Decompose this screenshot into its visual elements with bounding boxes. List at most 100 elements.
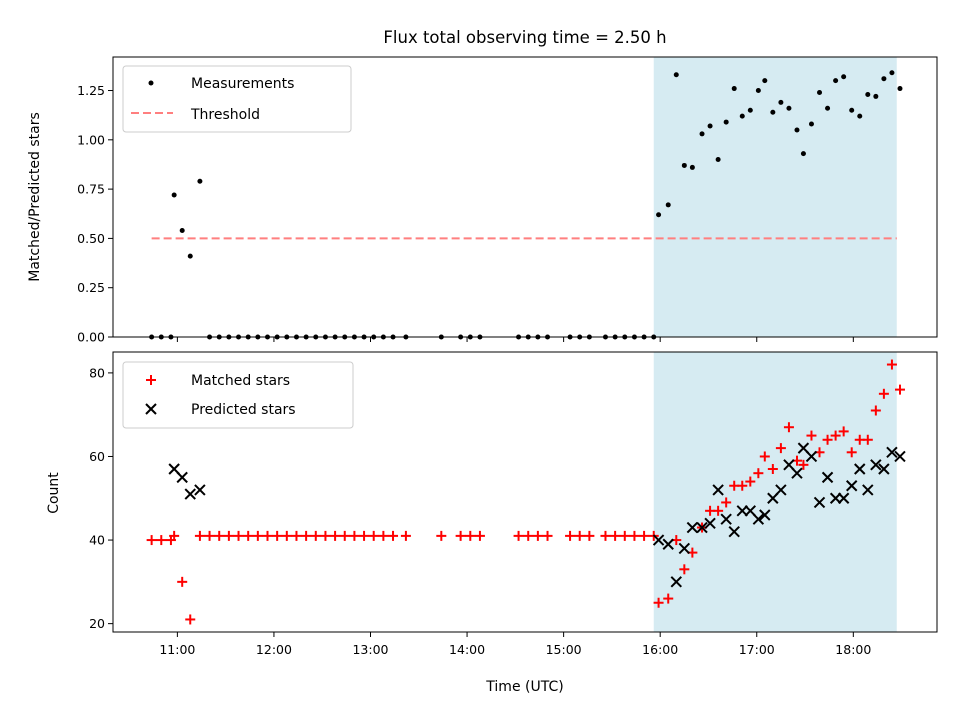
matched-star-point xyxy=(663,593,674,604)
measurement-point xyxy=(800,151,806,157)
predicted-star-b xyxy=(821,471,834,484)
matched-star-point xyxy=(243,530,254,541)
predicted-star-point xyxy=(670,576,682,588)
predicted-star-b xyxy=(662,538,674,550)
measurement-point xyxy=(762,78,768,84)
matched-star-point xyxy=(574,530,585,541)
matched-star-point xyxy=(629,530,640,541)
predicted-star-point xyxy=(686,521,699,534)
measurement-point xyxy=(699,131,705,137)
measurement-point xyxy=(778,99,784,105)
predicted-star-point xyxy=(775,484,787,496)
matched-star-point xyxy=(233,530,244,541)
matched-star-point xyxy=(388,530,399,541)
matched-star-point xyxy=(310,530,321,541)
measurement-point xyxy=(857,113,863,119)
matched-star-point xyxy=(894,384,905,395)
predicted-star-point xyxy=(720,513,732,525)
matched-star-point xyxy=(262,530,273,541)
predicted-stars-points xyxy=(168,442,906,588)
predicted-star-b xyxy=(176,471,188,484)
matched-star-point xyxy=(753,468,764,479)
measurement-point xyxy=(817,89,823,95)
measurement-point xyxy=(755,88,761,94)
matched-star-point xyxy=(870,405,881,416)
matched-star-point xyxy=(368,530,379,541)
count-legend-box xyxy=(122,361,354,429)
measurement-point xyxy=(197,178,203,184)
matched-star-point xyxy=(878,388,889,399)
matched-star-point xyxy=(745,476,756,487)
predicted-star-point xyxy=(194,484,206,496)
measurement-point xyxy=(739,113,745,119)
matched-star-point xyxy=(584,530,595,541)
count-legend: Matched stars Predicted stars xyxy=(122,361,354,429)
predicted-star-point xyxy=(894,450,906,463)
count-x-ticks: 11:00 12:00 13:00 14:00 15:00 16:00 17:00 18:00 xyxy=(159,632,871,657)
measurement-point xyxy=(656,212,662,218)
matched-star-point xyxy=(610,530,621,541)
predicted-star-point xyxy=(791,467,803,479)
x-tick-label: 15:00 xyxy=(546,642,582,657)
matched-star-point xyxy=(721,497,732,508)
legend-predicted-marker xyxy=(145,403,157,415)
predicted-star-b xyxy=(813,496,826,509)
ratio-panel: 0.00 0.25 0.50 0.75 1.00 1.25 Flux total obse… xyxy=(27,28,938,345)
measurement-point xyxy=(865,91,871,97)
matched-star-point xyxy=(400,530,411,541)
legend-threshold-label: Threshold xyxy=(190,107,260,123)
x-tick-label: 11:00 xyxy=(159,642,195,657)
predicted-star-b xyxy=(886,446,898,459)
count-panel-shaded-span xyxy=(653,352,897,632)
y-tick-label: 0.00 xyxy=(77,330,105,345)
x-tick-label: 16:00 xyxy=(642,642,678,657)
measurement-point xyxy=(833,78,839,84)
matched-star-point xyxy=(339,530,350,541)
measurement-point xyxy=(681,162,687,168)
matched-star-point xyxy=(822,434,833,445)
predicted-star-point xyxy=(813,496,826,509)
matched-star-point xyxy=(532,530,543,541)
matched-star-point xyxy=(194,530,205,541)
matched-star-point xyxy=(204,530,215,541)
matched-star-point xyxy=(185,614,196,625)
measurement-point xyxy=(881,76,887,82)
predicted-star-b xyxy=(759,509,771,521)
predicted-star-b xyxy=(652,534,665,546)
matched-star-point xyxy=(600,530,611,541)
ratio-panel-frame xyxy=(112,56,938,338)
predicted-star-b xyxy=(805,450,818,463)
matched-star-point xyxy=(639,530,650,541)
matched-star-point xyxy=(252,530,263,541)
matched-star-point xyxy=(146,535,157,546)
predicted-star-b xyxy=(870,459,882,471)
matched-star-point xyxy=(378,530,389,541)
matched-star-point xyxy=(330,530,341,541)
matched-star-point xyxy=(349,530,360,541)
predicted-star-b xyxy=(168,463,180,475)
ratio-panel-shaded-span xyxy=(653,57,897,337)
y-tick-label: 80 xyxy=(89,365,105,380)
matched-star-point xyxy=(767,464,778,475)
matched-star-point xyxy=(359,530,370,541)
predicted-star-point xyxy=(752,513,765,525)
predicted-star-b xyxy=(712,484,724,496)
x-tick-label: 13:00 xyxy=(352,642,388,657)
predicted-star-point xyxy=(662,538,674,550)
predicted-star-point xyxy=(837,492,850,504)
measurement-point xyxy=(873,93,879,99)
y-tick-label: 20 xyxy=(89,616,105,631)
matched-star-point xyxy=(474,530,485,541)
measurement-point xyxy=(673,72,679,78)
predicted-star-b xyxy=(752,513,765,525)
matched-star-point xyxy=(320,530,331,541)
ratio-x-ticks xyxy=(176,337,854,342)
y-tick-label: 0.25 xyxy=(77,280,105,295)
matched-star-point xyxy=(846,447,857,458)
matched-star-point xyxy=(455,530,466,541)
matched-star-point xyxy=(653,597,664,608)
matched-star-point xyxy=(783,422,794,433)
measurement-point xyxy=(825,105,831,111)
matched-star-point xyxy=(465,530,476,541)
measurement-point xyxy=(770,109,776,115)
